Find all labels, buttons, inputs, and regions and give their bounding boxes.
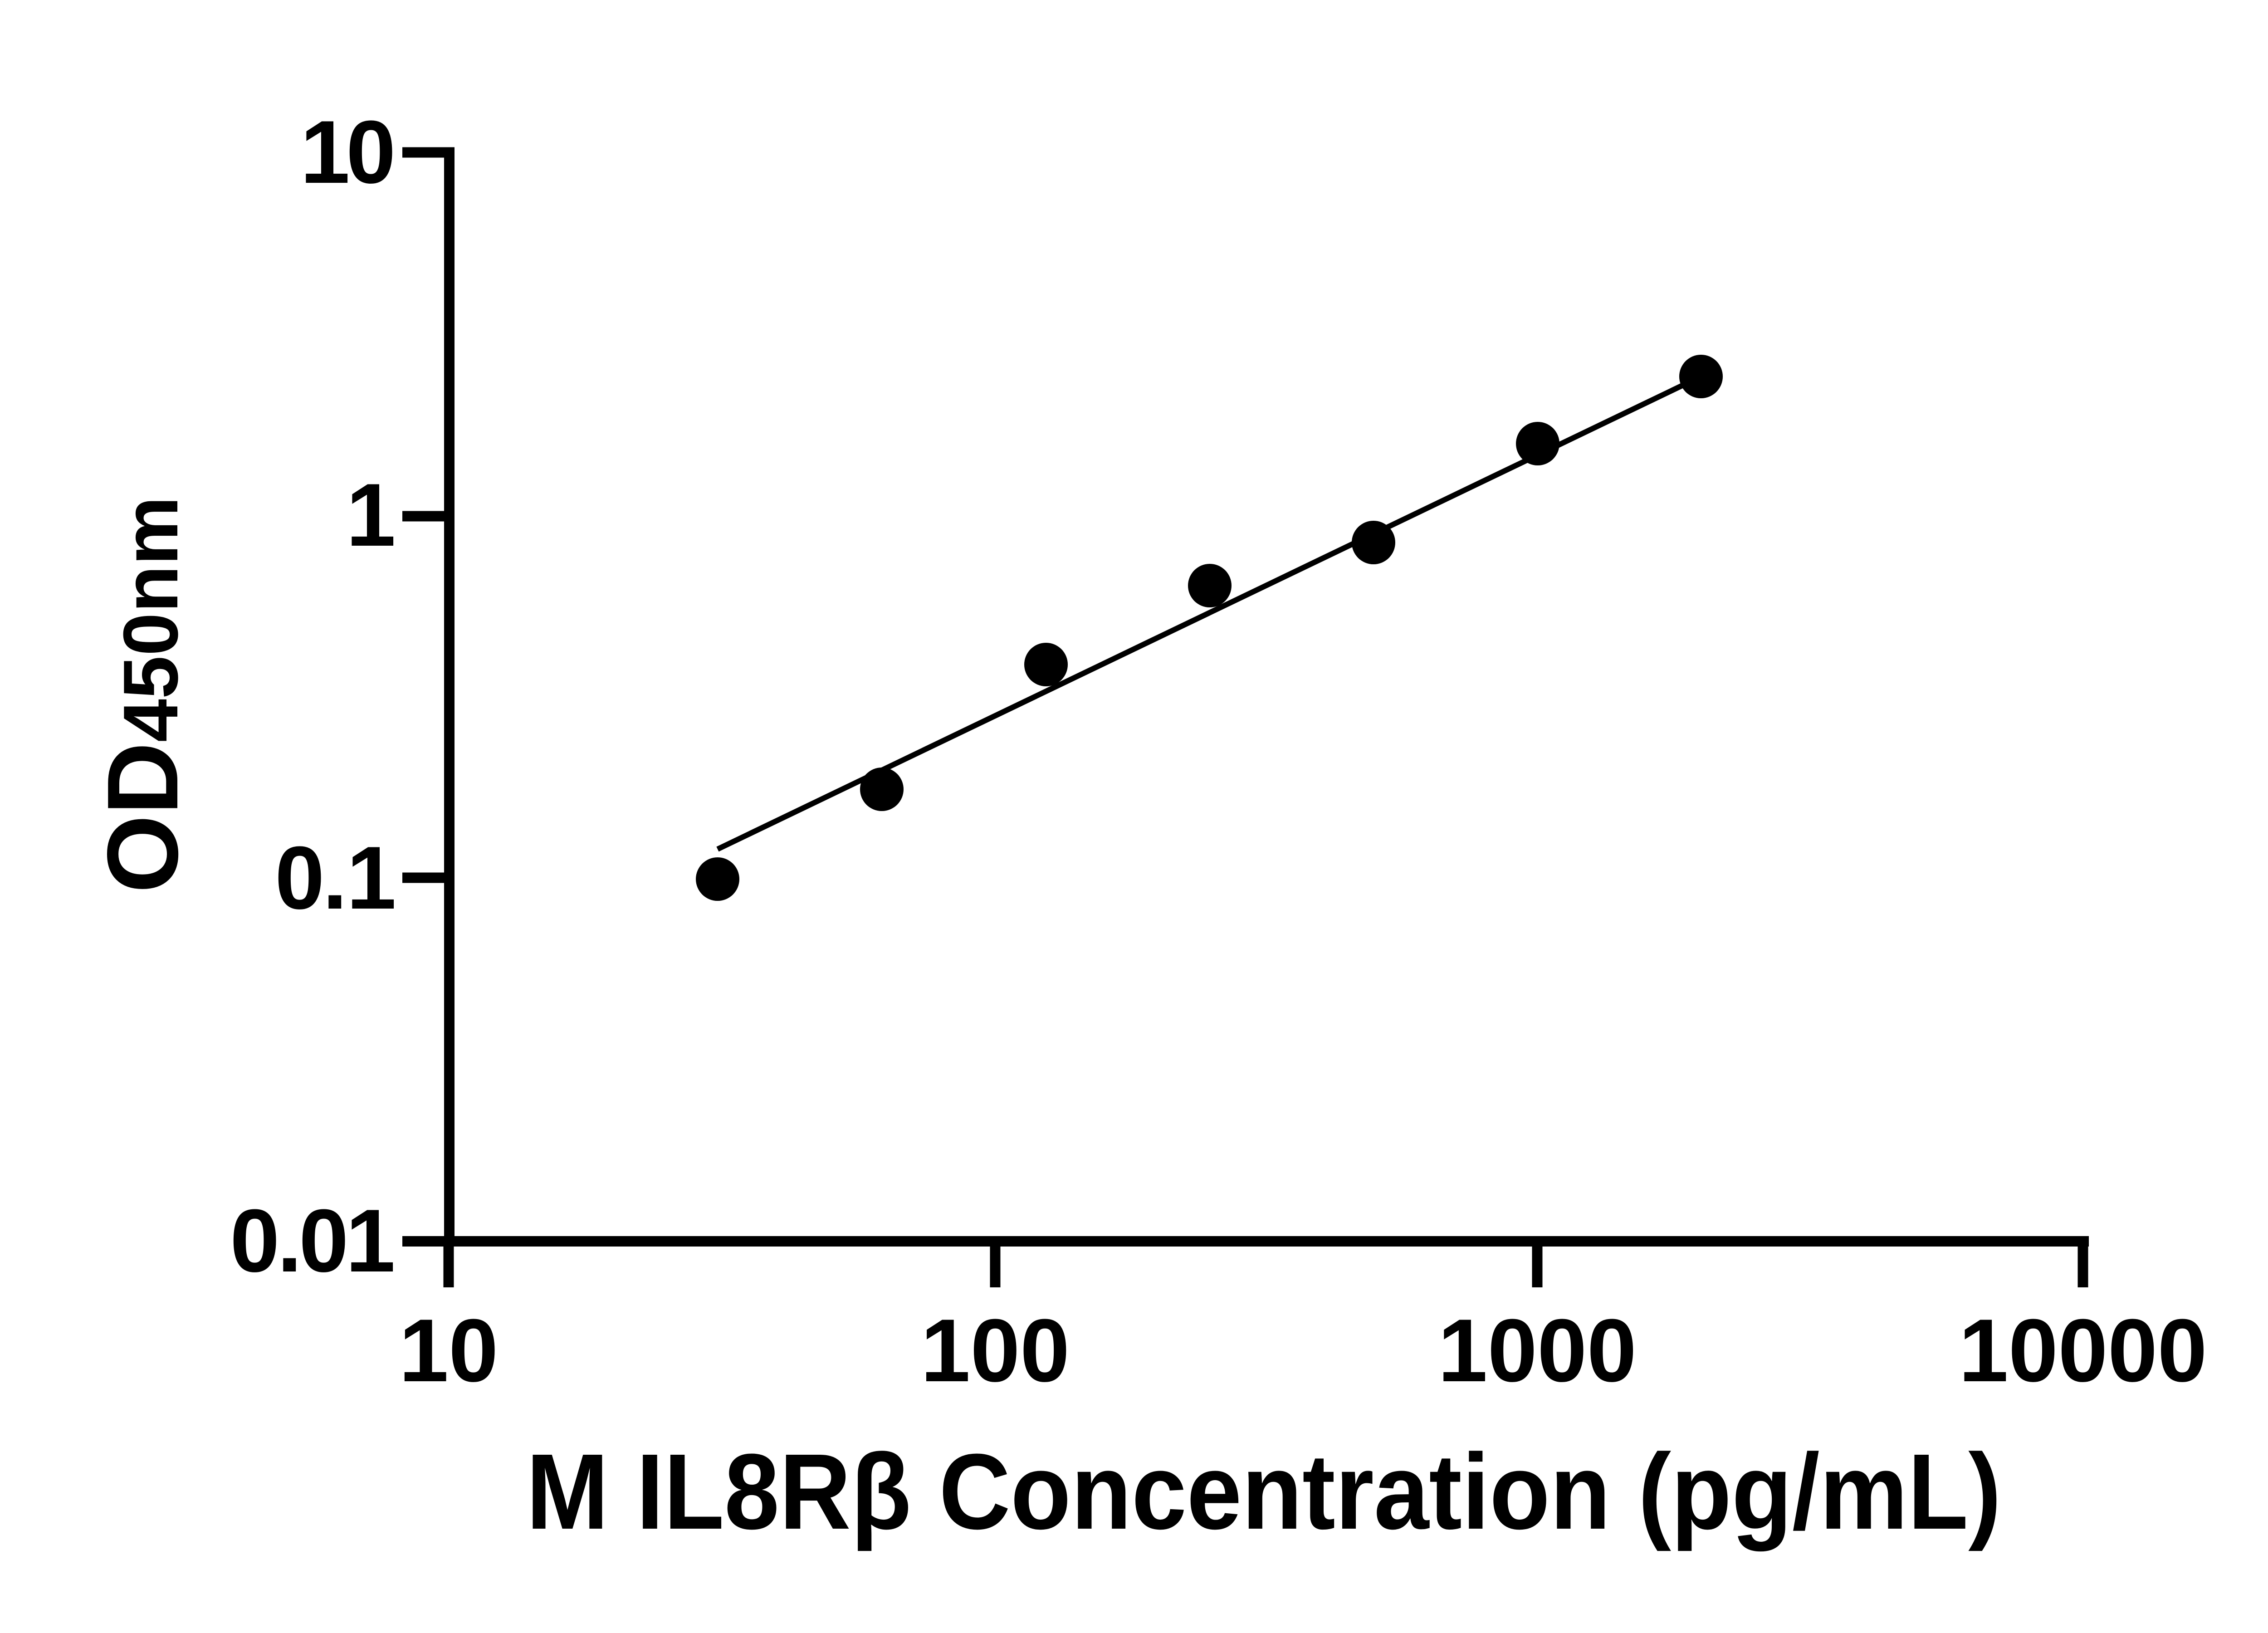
svg-text:1: 1 — [346, 465, 396, 565]
svg-text:10: 10 — [399, 1301, 498, 1400]
svg-text:0.1: 0.1 — [275, 828, 396, 928]
svg-text:10: 10 — [300, 102, 396, 202]
svg-text:10000: 10000 — [1959, 1301, 2207, 1400]
svg-text:0.01: 0.01 — [230, 1191, 396, 1291]
svg-text:1000: 1000 — [1438, 1301, 1637, 1400]
svg-text:M IL8Rβ Concentration (pg/mL): M IL8Rβ Concentration (pg/mL) — [526, 1432, 2001, 1552]
svg-text:100: 100 — [921, 1301, 1070, 1400]
